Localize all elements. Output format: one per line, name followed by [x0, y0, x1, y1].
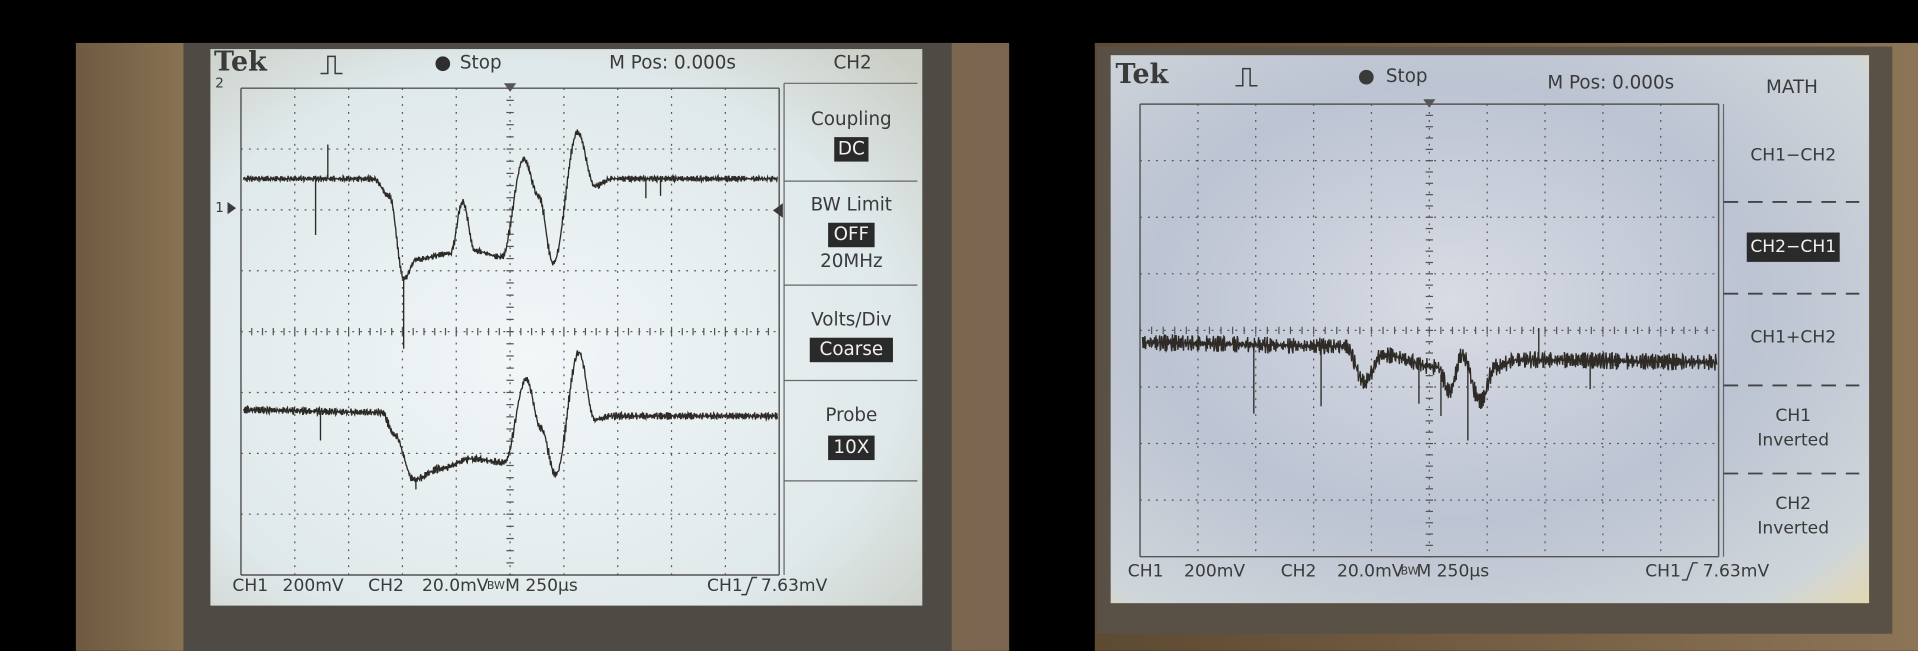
menu-title: MATH — [1766, 77, 1818, 98]
menu-sublabel: Inverted — [1757, 430, 1829, 450]
position: M Pos: 0.000s — [1547, 72, 1674, 93]
menu-label: Probe — [825, 405, 877, 426]
status: Stop — [1386, 66, 1428, 87]
menu-item: CH1+CH2 — [1750, 328, 1836, 348]
status: Stop — [460, 53, 502, 74]
brand: Tek — [1116, 59, 1170, 90]
footer-ch2-scale: 20.0mV — [422, 576, 489, 596]
menu-title: CH2 — [833, 53, 871, 74]
menu-sublabel: Inverted — [1757, 519, 1829, 539]
footer-ch2-scale: 20.0mV — [1337, 561, 1404, 581]
footer-ch1: CH1 — [232, 576, 268, 596]
footer-trigger-source: CH1 — [1645, 561, 1681, 581]
footer-timebase: M 250µs — [505, 576, 578, 596]
ch1-marker: 1 — [215, 201, 224, 216]
footer-ch1-scale: 200mV — [283, 576, 344, 596]
ch2-marker: 2 — [215, 76, 224, 91]
menu-extra: 20MHz — [820, 251, 883, 272]
menu-label: Volts/Div — [811, 310, 892, 331]
menu-item: CH2 — [1775, 494, 1811, 514]
menu-label: BW Limit — [811, 195, 892, 216]
footer-timebase: M 250µs — [1416, 561, 1489, 581]
position: M Pos: 0.000s — [609, 53, 736, 74]
body: Tek Stop M Pos: 0.000s CH2 2 1 Coupling DC BW Li… — [0, 0, 1918, 651]
footer-ch2: CH2 — [1281, 561, 1317, 581]
menu-item: CH2−CH1 — [1750, 237, 1836, 257]
footer-trigger-level: 7.63mV — [1703, 561, 1770, 581]
menu-item: CH1 — [1775, 406, 1811, 426]
photo: Tek Stop M Pos: 0.000s CH2 2 1 Coupling DC BW Li… — [0, 0, 1918, 651]
menu-value: DC — [838, 138, 865, 159]
menu-label: Coupling — [811, 109, 892, 130]
footer-ch1-scale: 200mV — [1184, 561, 1245, 581]
menu-value: OFF — [834, 224, 870, 245]
menu-value: Coarse — [820, 339, 884, 360]
footer-bw: BW — [487, 579, 505, 592]
brand: Tek — [214, 47, 268, 78]
footer-ch1: CH1 — [1128, 561, 1164, 581]
menu-value: 10X — [833, 437, 869, 458]
footer-trigger-source: CH1 — [707, 576, 743, 596]
status-dot — [435, 56, 450, 71]
page: Oscilloscope screens {"left_scope": { "h… — [0, 0, 1918, 651]
footer-trigger-level: 7.63mV — [761, 576, 828, 596]
menu-item: CH1−CH2 — [1750, 145, 1836, 165]
footer-ch2: CH2 — [368, 576, 404, 596]
status-dot — [1359, 70, 1374, 85]
